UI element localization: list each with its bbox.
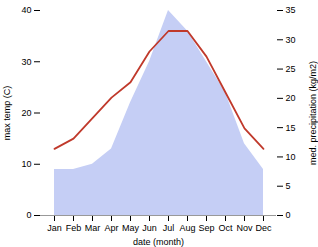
svg-text:May: May [122,223,140,233]
svg-text:date (month): date (month) [133,237,184,247]
svg-text:Oct: Oct [218,223,233,233]
svg-text:Aug: Aug [179,223,195,233]
svg-text:40: 40 [21,5,31,15]
svg-text:20: 20 [21,108,31,118]
svg-text:med. precipitation (kg/m2): med. precipitation (kg/m2) [308,61,318,165]
svg-text:Jun: Jun [142,223,157,233]
svg-text:0: 0 [26,210,31,220]
svg-text:10: 10 [21,159,31,169]
svg-text:Dec: Dec [255,223,272,233]
svg-text:35: 35 [286,5,296,15]
svg-text:20: 20 [286,93,296,103]
svg-text:Jul: Jul [163,223,175,233]
svg-text:5: 5 [286,181,291,191]
svg-text:Mar: Mar [85,223,101,233]
svg-text:Apr: Apr [104,223,118,233]
svg-text:30: 30 [286,35,296,45]
svg-text:max temp (C): max temp (C) [2,86,12,141]
svg-text:30: 30 [21,57,31,67]
svg-text:25: 25 [286,64,296,74]
svg-text:Nov: Nov [236,223,253,233]
svg-text:Feb: Feb [66,223,82,233]
svg-text:Sep: Sep [198,223,214,233]
svg-text:0: 0 [286,210,291,220]
svg-text:15: 15 [286,123,296,133]
svg-text:10: 10 [286,152,296,162]
svg-text:Jan: Jan [47,223,62,233]
